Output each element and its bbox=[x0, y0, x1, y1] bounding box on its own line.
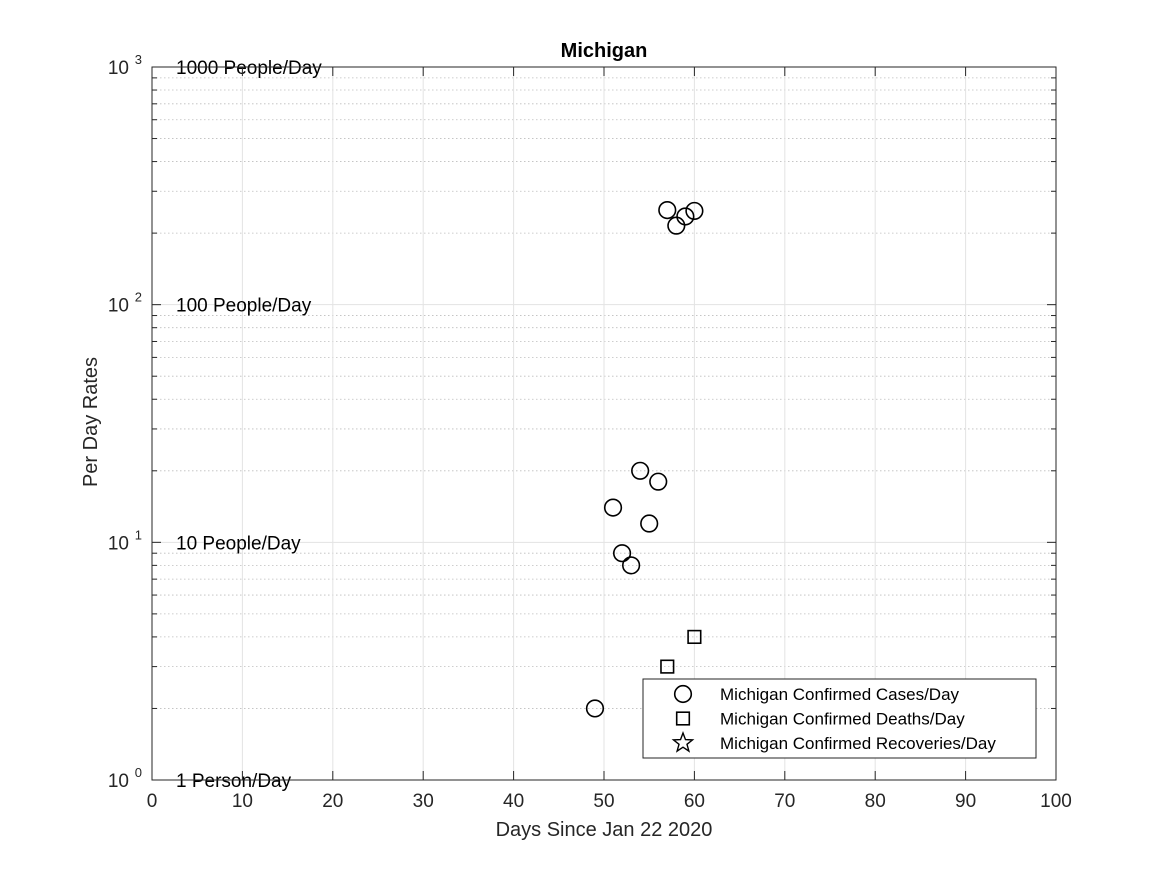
case-point bbox=[658, 200, 677, 220]
case-point bbox=[622, 556, 641, 575]
legend-entry: Michigan Confirmed Deaths/Day bbox=[720, 710, 965, 729]
y-axis-title: Per Day Rates bbox=[80, 357, 102, 487]
x-tick-label: 80 bbox=[865, 791, 886, 812]
legend-marker bbox=[675, 711, 691, 726]
y-tick-exponent: 1 bbox=[135, 527, 142, 542]
chart-title: Michigan bbox=[561, 40, 648, 62]
x-tick-label: 70 bbox=[774, 791, 795, 812]
legend-marker bbox=[671, 731, 695, 753]
death-point bbox=[660, 659, 675, 674]
x-tick-label: 10 bbox=[232, 791, 253, 812]
reference-label: 1 Person/Day bbox=[176, 771, 292, 792]
reference-label: 10 People/Day bbox=[176, 533, 301, 554]
x-tick-label: 20 bbox=[322, 791, 343, 812]
y-tick-labels: 10 0 10 1 10 2 10 3 bbox=[108, 52, 142, 792]
death-point bbox=[687, 629, 702, 645]
legend-entry: Michigan Confirmed Recoveries/Day bbox=[720, 734, 996, 753]
case-point bbox=[649, 472, 668, 491]
y-tick-label: 10 bbox=[108, 58, 129, 79]
reference-labels: 1000 People/Day 100 People/Day 10 People/D… bbox=[176, 58, 322, 792]
case-point bbox=[603, 498, 623, 517]
x-tick-label: 100 bbox=[1040, 791, 1072, 812]
y-tick-exponent: 3 bbox=[135, 52, 142, 67]
legend-marker bbox=[673, 684, 693, 704]
legend-box bbox=[642, 678, 1037, 759]
x-tick-label: 0 bbox=[147, 791, 158, 812]
y-tick-label: 10 bbox=[108, 296, 129, 317]
case-point bbox=[685, 201, 704, 221]
legend: Michigan Confirmed Cases/Day Michigan Con… bbox=[642, 678, 1037, 759]
case-point bbox=[640, 514, 659, 533]
data-points bbox=[585, 200, 704, 718]
y-tick-label: 10 bbox=[108, 771, 129, 792]
y-tick-exponent: 0 bbox=[135, 765, 142, 780]
case-point bbox=[676, 207, 695, 226]
legend-entry: Michigan Confirmed Cases/Day bbox=[720, 685, 960, 704]
x-tick-label: 90 bbox=[955, 791, 976, 812]
y-tick-exponent: 2 bbox=[135, 290, 142, 305]
reference-label: 1000 People/Day bbox=[176, 58, 322, 79]
x-tick-label: 40 bbox=[503, 791, 524, 812]
y-tick-label: 10 bbox=[108, 533, 129, 554]
x-axis-title: Days Since Jan 22 2020 bbox=[496, 819, 713, 841]
case-point bbox=[612, 544, 632, 563]
case-point bbox=[585, 699, 605, 718]
x-tick-label: 30 bbox=[413, 791, 434, 812]
axis-ticks bbox=[151, 66, 1057, 781]
reference-label: 100 People/Day bbox=[176, 296, 312, 317]
case-point bbox=[631, 461, 650, 480]
x-tick-labels: 0 10 20 30 40 50 60 70 80 90 100 bbox=[147, 791, 1072, 812]
x-tick-label: 60 bbox=[684, 791, 705, 812]
x-tick-label: 50 bbox=[593, 791, 614, 812]
